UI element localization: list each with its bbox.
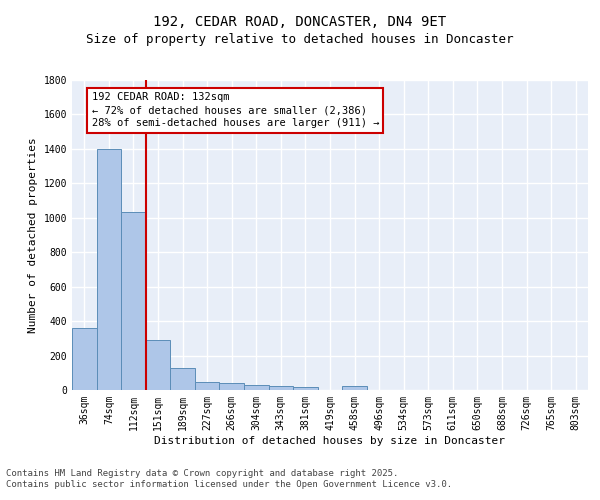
- Bar: [195, 382, 220, 390]
- Bar: [269, 386, 293, 390]
- Text: Contains HM Land Registry data © Crown copyright and database right 2025.: Contains HM Land Registry data © Crown c…: [6, 468, 398, 477]
- Bar: [293, 387, 318, 390]
- Text: 192 CEDAR ROAD: 132sqm
← 72% of detached houses are smaller (2,386)
28% of semi-: 192 CEDAR ROAD: 132sqm ← 72% of detached…: [92, 92, 379, 128]
- Text: Contains public sector information licensed under the Open Government Licence v3: Contains public sector information licen…: [6, 480, 452, 489]
- Y-axis label: Number of detached properties: Number of detached properties: [28, 137, 38, 333]
- Bar: [342, 386, 367, 390]
- X-axis label: Distribution of detached houses by size in Doncaster: Distribution of detached houses by size …: [155, 436, 505, 446]
- Bar: [121, 212, 146, 390]
- Bar: [220, 384, 244, 390]
- Bar: [72, 328, 97, 390]
- Bar: [146, 340, 170, 390]
- Bar: [244, 385, 269, 390]
- Text: 192, CEDAR ROAD, DONCASTER, DN4 9ET: 192, CEDAR ROAD, DONCASTER, DN4 9ET: [154, 15, 446, 29]
- Bar: [97, 149, 121, 390]
- Text: Size of property relative to detached houses in Doncaster: Size of property relative to detached ho…: [86, 32, 514, 46]
- Bar: [170, 368, 195, 390]
